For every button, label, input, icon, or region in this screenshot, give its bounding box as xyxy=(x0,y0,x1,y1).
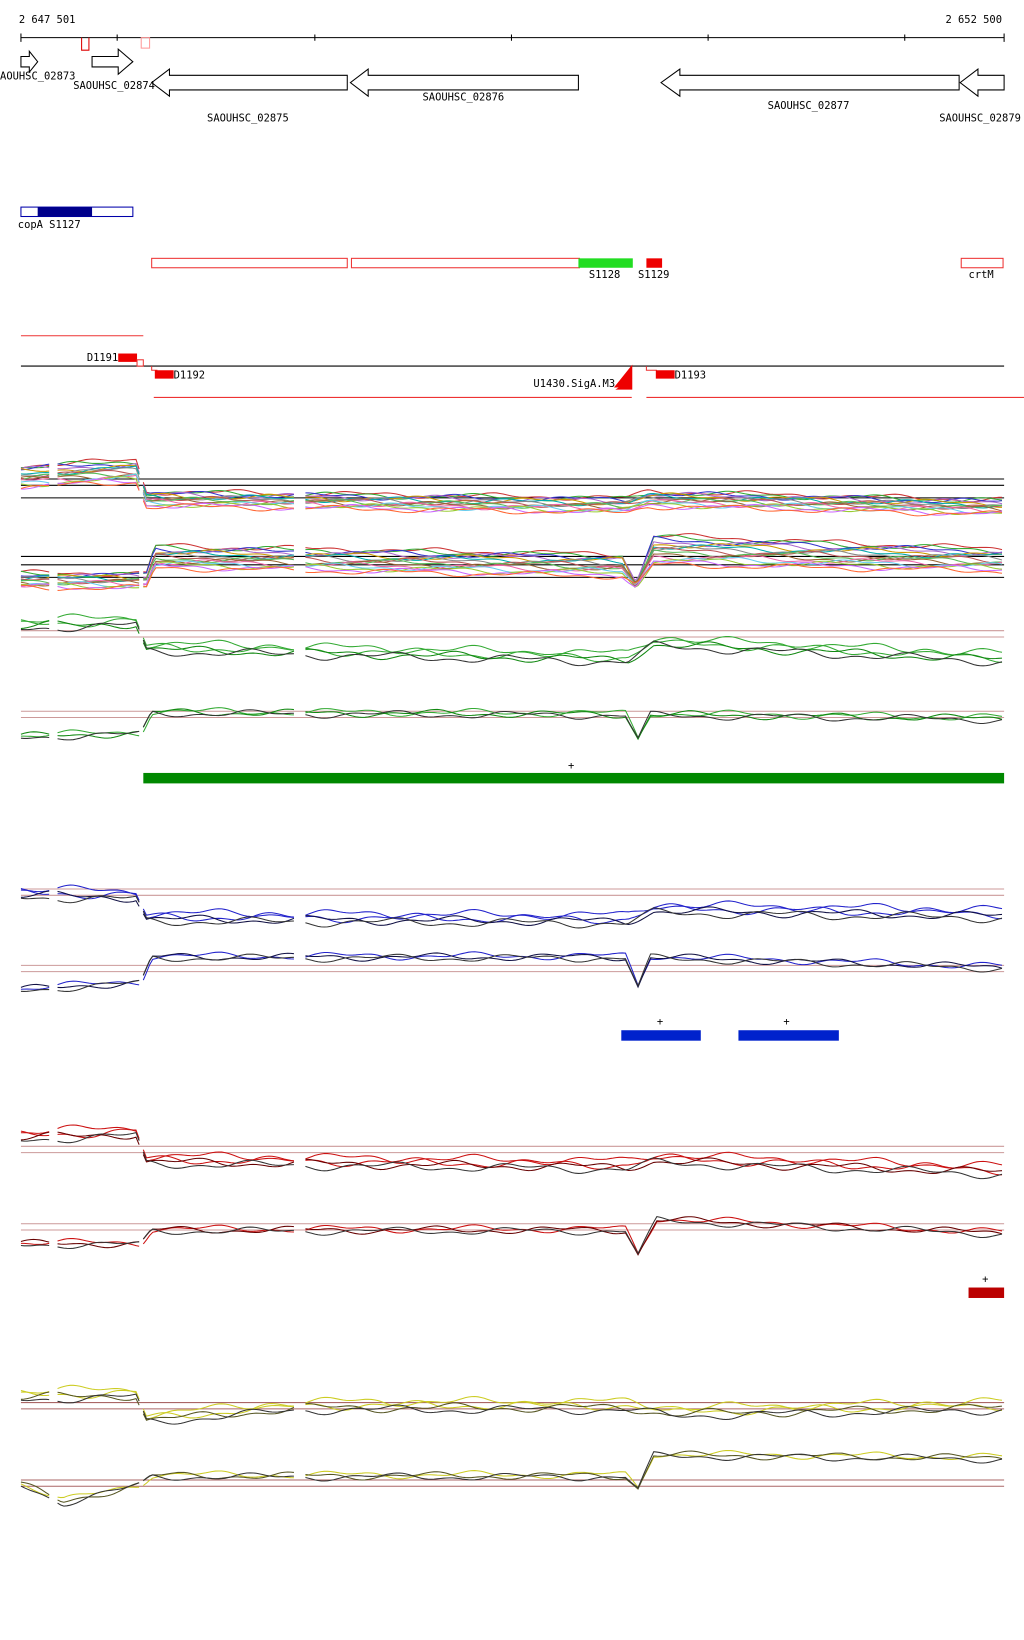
feature-label: S1128 xyxy=(589,269,620,281)
trace xyxy=(20,1124,1003,1169)
marker xyxy=(81,37,90,51)
strand-mark: + xyxy=(982,1273,988,1285)
marker xyxy=(140,37,151,49)
trace xyxy=(20,1216,1003,1255)
trace xyxy=(20,613,1003,658)
trace xyxy=(20,555,1003,588)
gene-label: SAOUHSC_02879 xyxy=(939,112,1021,124)
trace xyxy=(20,535,1003,584)
strand-mark: + xyxy=(657,1016,663,1028)
gene-label: SAOUHSC_02876 xyxy=(423,91,505,103)
trace xyxy=(20,618,1003,663)
trace xyxy=(20,1451,1003,1507)
gene-label: SAOUHSC_02877 xyxy=(768,100,850,112)
trace xyxy=(20,556,1003,588)
trace xyxy=(20,621,1003,667)
trace xyxy=(20,884,1003,920)
feature-label: S1127 xyxy=(49,219,80,231)
trace xyxy=(20,953,1003,992)
trace xyxy=(20,472,1003,511)
feature-label: S1129 xyxy=(638,269,669,281)
trace xyxy=(20,1384,1003,1420)
trace xyxy=(20,465,1003,509)
trace xyxy=(20,545,1003,586)
trace xyxy=(20,890,1003,926)
feature-label: D1193 xyxy=(675,370,706,382)
trace xyxy=(20,1393,1003,1425)
trace xyxy=(20,463,1003,504)
feature-label: D1191 xyxy=(87,352,118,364)
segment xyxy=(968,1287,1005,1298)
feature-label: crtM xyxy=(969,269,994,281)
trace xyxy=(20,951,1003,990)
gene-label: SAOUHSC_02875 xyxy=(207,112,289,124)
feature-label: U1430.SigA.M3 xyxy=(533,378,615,390)
ruler-end: 2 652 500 xyxy=(945,14,1002,26)
trace xyxy=(20,895,1003,929)
trace xyxy=(20,709,1003,741)
strand-mark: + xyxy=(783,1016,789,1028)
ruler-start: 2 647 501 xyxy=(19,14,76,26)
trace xyxy=(20,1132,1003,1180)
trace xyxy=(20,888,1003,925)
trace xyxy=(20,462,1003,505)
trace xyxy=(20,481,1003,517)
traces xyxy=(20,458,1005,1507)
trace xyxy=(20,1216,1003,1255)
gene-label: SAOUHSC_02873 xyxy=(0,70,75,82)
gene-arrows xyxy=(20,48,1005,98)
feature-label: D1192 xyxy=(174,370,205,382)
trace xyxy=(20,560,1003,590)
trace xyxy=(20,1216,1003,1256)
segment xyxy=(621,1030,701,1041)
segment xyxy=(143,772,1005,784)
ruler: 2 647 501 2 652 500 xyxy=(19,14,1005,51)
gene-label: SAOUHSC_02874 xyxy=(73,80,155,92)
trace xyxy=(20,1450,1003,1503)
ruler-ticks xyxy=(20,33,1005,42)
trace xyxy=(20,534,1003,585)
trace xyxy=(20,1389,1003,1419)
trace xyxy=(20,952,1003,989)
trace xyxy=(20,478,1003,516)
features xyxy=(20,206,1024,398)
trace xyxy=(20,553,1003,587)
trace xyxy=(20,1128,1003,1176)
segment xyxy=(738,1030,839,1041)
strand-mark: + xyxy=(568,760,574,772)
feature-label: copA xyxy=(18,219,44,231)
trace xyxy=(20,708,1003,741)
trace xyxy=(20,469,1003,510)
trace xyxy=(20,562,1003,591)
